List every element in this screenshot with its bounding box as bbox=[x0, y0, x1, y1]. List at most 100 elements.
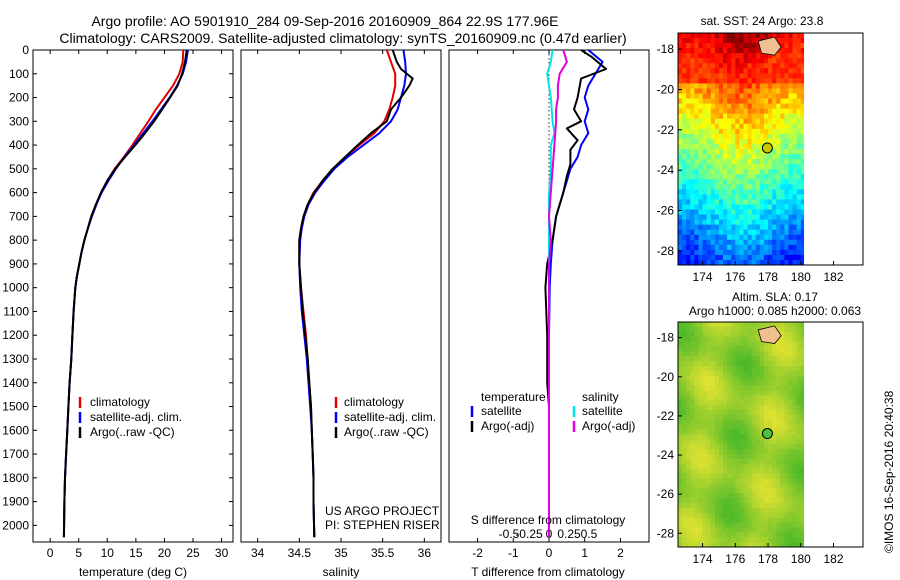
heatmap-cell bbox=[751, 522, 757, 529]
heatmap-cell bbox=[731, 478, 736, 485]
heatmap-cell bbox=[800, 527, 806, 533]
heatmap-cell bbox=[706, 254, 712, 261]
heatmap-cell bbox=[718, 370, 724, 377]
heatmap-cell bbox=[690, 244, 695, 251]
heatmap-cell bbox=[755, 43, 761, 49]
heatmap-cell bbox=[727, 88, 732, 95]
heatmap-cell bbox=[698, 199, 704, 206]
heatmap-cell bbox=[678, 390, 683, 396]
heatmap-cell bbox=[686, 224, 691, 231]
heatmap-cell bbox=[784, 493, 790, 499]
heatmap-cell bbox=[710, 108, 716, 115]
heatmap-cell bbox=[763, 108, 769, 115]
heatmap-cell bbox=[727, 405, 732, 411]
heatmap-cell bbox=[710, 133, 716, 140]
heatmap-cell bbox=[723, 532, 728, 538]
heatmap-cell bbox=[800, 53, 806, 59]
heatmap-cell bbox=[698, 405, 704, 411]
heatmap-cell bbox=[776, 341, 781, 348]
heatmap-cell bbox=[739, 454, 745, 460]
x-tick-label: 35 bbox=[334, 546, 348, 560]
heatmap-cell bbox=[706, 103, 712, 110]
heatmap-cell bbox=[788, 174, 794, 180]
heatmap-cell bbox=[792, 537, 798, 543]
heatmap-cell bbox=[718, 336, 724, 343]
heatmap-cell bbox=[759, 414, 765, 421]
heatmap-cell bbox=[768, 356, 773, 362]
heatmap-cell bbox=[714, 483, 720, 489]
heatmap-cell bbox=[768, 128, 773, 135]
heatmap-cell bbox=[772, 209, 777, 216]
heatmap-cell bbox=[678, 449, 683, 455]
heatmap-cell bbox=[698, 493, 704, 499]
heatmap-cell bbox=[718, 410, 724, 416]
heatmap-cell bbox=[723, 395, 728, 401]
heatmap-cell bbox=[678, 502, 683, 509]
heatmap-cell bbox=[743, 385, 749, 392]
heatmap-cell bbox=[759, 209, 765, 216]
heatmap-cell bbox=[743, 179, 749, 185]
heatmap-cell bbox=[710, 33, 716, 39]
heatmap-cell bbox=[718, 522, 724, 529]
heatmap-cell bbox=[735, 209, 740, 216]
heatmap-cell bbox=[751, 174, 757, 180]
heatmap-cell bbox=[710, 184, 716, 190]
heatmap-cell bbox=[714, 169, 720, 175]
heatmap-cell bbox=[710, 138, 716, 145]
heatmap-cell bbox=[714, 478, 720, 485]
heatmap-cell bbox=[682, 103, 687, 110]
x-tick-label: 2 bbox=[617, 546, 624, 560]
heatmap-cell bbox=[780, 224, 786, 231]
heatmap-cell bbox=[714, 370, 720, 377]
heatmap-cell bbox=[768, 154, 773, 160]
heatmap-cell bbox=[796, 385, 802, 392]
heatmap-cell bbox=[780, 149, 786, 155]
heatmap-cell bbox=[731, 517, 736, 524]
heatmap-cell bbox=[776, 346, 781, 352]
heatmap-cell bbox=[755, 133, 761, 140]
heatmap-cell bbox=[784, 209, 790, 216]
heatmap-cell bbox=[698, 239, 704, 246]
heatmap-cell bbox=[731, 522, 736, 529]
heatmap-cell bbox=[776, 33, 781, 39]
heatmap-cell bbox=[706, 468, 712, 475]
heatmap-cell bbox=[788, 103, 794, 110]
heatmap-cell bbox=[751, 164, 757, 170]
heatmap-cell bbox=[800, 113, 806, 120]
heatmap-cell bbox=[686, 498, 691, 504]
heatmap-cell bbox=[682, 143, 687, 150]
heatmap-cell bbox=[784, 219, 790, 226]
heatmap-cell bbox=[682, 83, 687, 90]
heatmap-cell bbox=[751, 239, 757, 246]
heatmap-cell bbox=[678, 351, 683, 357]
heatmap-cell bbox=[759, 164, 765, 170]
heatmap-cell bbox=[735, 219, 740, 226]
heatmap-cell bbox=[792, 254, 798, 261]
heatmap-cell bbox=[743, 113, 749, 120]
heatmap-cell bbox=[796, 414, 802, 421]
heatmap-cell bbox=[723, 468, 728, 475]
heatmap-cell bbox=[763, 458, 769, 465]
heatmap-cell bbox=[702, 128, 708, 135]
heatmap-cell bbox=[751, 488, 757, 494]
heatmap-cell bbox=[702, 478, 708, 485]
heatmap-cell bbox=[739, 179, 745, 185]
heatmap-cell bbox=[718, 322, 724, 328]
heatmap-cell bbox=[780, 341, 786, 348]
heatmap-cell bbox=[768, 174, 773, 180]
heatmap-cell bbox=[759, 149, 765, 155]
heatmap-cell bbox=[686, 169, 691, 175]
heatmap-cell bbox=[690, 159, 695, 165]
heatmap-cell bbox=[800, 542, 806, 547]
heatmap-cell bbox=[796, 143, 802, 150]
heatmap-cell bbox=[763, 483, 769, 489]
heatmap-cell bbox=[731, 259, 736, 265]
heatmap-cell bbox=[772, 493, 777, 499]
heatmap-cell bbox=[763, 128, 769, 135]
heatmap-cell bbox=[718, 43, 724, 49]
heatmap-cell bbox=[731, 174, 736, 180]
heatmap-cell bbox=[682, 395, 687, 401]
heatmap-cell bbox=[718, 234, 724, 241]
heatmap-cell bbox=[759, 370, 765, 377]
heatmap-cell bbox=[772, 138, 777, 145]
